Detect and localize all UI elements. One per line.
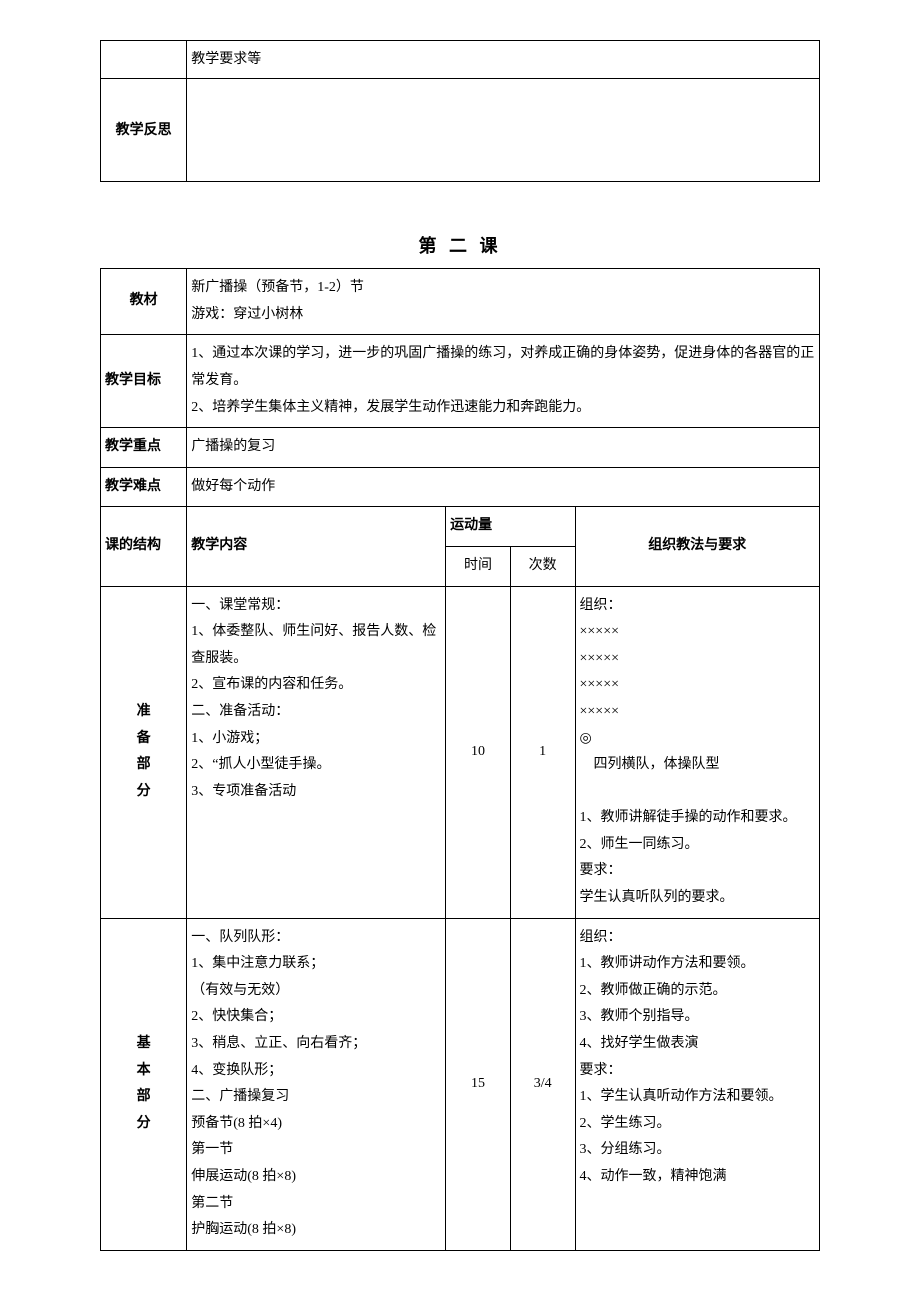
zhunbei-char-1: 备: [105, 726, 182, 753]
jiegou-label: 课的结构: [101, 507, 187, 586]
zuzhi-label: 组织教法与要求: [575, 507, 819, 586]
zhongdian-label: 教学重点: [101, 428, 187, 468]
empty-cell: [101, 41, 187, 79]
lesson-title: 第 二 课: [100, 232, 820, 258]
nandian-label: 教学难点: [101, 467, 187, 507]
jiben-count: 3/4: [510, 918, 575, 1250]
zhunbei-label: 准 备 部 分: [101, 586, 187, 918]
zhunbei-count: 1: [510, 586, 575, 918]
zhunbei-org: 组织： ××××× ××××× ××××× ××××× ◎ 四列横队，体操队型 …: [575, 586, 819, 918]
yundongliang-label: 运动量: [446, 507, 575, 547]
jiben-label: 基 本 部 分: [101, 918, 187, 1250]
nandian-content: 做好每个动作: [187, 467, 820, 507]
reflection-content: [187, 79, 820, 182]
jiben-time: 15: [446, 918, 511, 1250]
jiben-content: 一、队列队形： 1、集中注意力联系； （有效与无效） 2、快快集合； 3、稍息、…: [187, 918, 446, 1250]
jiben-char-1: 本: [105, 1058, 182, 1085]
jiaocai-label: 教材: [101, 269, 187, 335]
jiben-char-3: 分: [105, 1111, 182, 1138]
top-table: 教学要求等 教学反思: [100, 40, 820, 182]
zhunbei-char-2: 部: [105, 752, 182, 779]
jiben-char-2: 部: [105, 1084, 182, 1111]
jiben-org: 组织： 1、教师讲动作方法和要领。 2、教师做正确的示范。 3、教师个别指导。 …: [575, 918, 819, 1250]
jiben-char-0: 基: [105, 1031, 182, 1058]
shijian-label: 时间: [446, 546, 511, 586]
teaching-req-cell: 教学要求等: [187, 41, 820, 79]
zhunbei-char-0: 准: [105, 699, 182, 726]
reflection-label: 教学反思: [101, 79, 187, 182]
zhunbei-char-3: 分: [105, 779, 182, 806]
neirong-label: 教学内容: [187, 507, 446, 586]
lesson-table: 教材 新广播操（预备节，1-2）节 游戏：穿过小树林 教学目标 1、通过本次课的…: [100, 268, 820, 1251]
zhunbei-content: 一、课堂常规： 1、体委整队、师生问好、报告人数、检查服装。 2、宣布课的内容和…: [187, 586, 446, 918]
mubiao-label: 教学目标: [101, 335, 187, 428]
cishu-label: 次数: [510, 546, 575, 586]
mubiao-content: 1、通过本次课的学习，进一步的巩固广播操的练习，对养成正确的身体姿势，促进身体的…: [187, 335, 820, 428]
zhongdian-content: 广播操的复习: [187, 428, 820, 468]
zhunbei-time: 10: [446, 586, 511, 918]
jiaocai-content: 新广播操（预备节，1-2）节 游戏：穿过小树林: [187, 269, 820, 335]
